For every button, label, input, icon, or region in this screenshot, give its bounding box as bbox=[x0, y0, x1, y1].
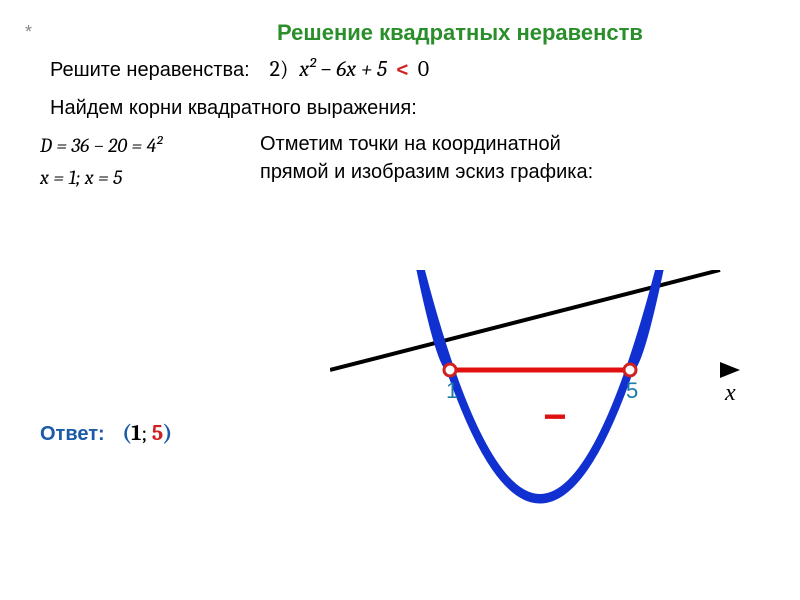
less-than-sign: < bbox=[396, 56, 409, 82]
x-axis-label: x bbox=[724, 380, 736, 406]
root-circle-5 bbox=[624, 364, 636, 376]
root-circle-1 bbox=[444, 364, 456, 376]
answer-label: Ответ: bbox=[40, 423, 105, 445]
parabola-graph: 1 5 x − bbox=[330, 270, 750, 550]
root-label-1: 1 bbox=[446, 378, 458, 403]
paren-open: ( bbox=[122, 420, 131, 446]
roots: x = 1; x = 5 bbox=[40, 162, 240, 194]
minus-sign: − bbox=[543, 395, 566, 439]
discriminant: D = 36 − 20 = 4² bbox=[40, 130, 240, 162]
note-line1: Отметим точки на координатной bbox=[260, 130, 593, 158]
mid-row: D = 36 − 20 = 4² x = 1; x = 5 Отметим то… bbox=[30, 130, 770, 194]
problem-row: Решите неравенства: 2) x² − 6x + 5 < 0 bbox=[50, 56, 770, 82]
paren-close: ) bbox=[163, 420, 172, 446]
note-text: Отметим точки на координатной прямой и и… bbox=[260, 130, 593, 186]
x-axis bbox=[330, 270, 720, 370]
answer-num-5: 5 bbox=[152, 420, 163, 446]
answer-sep: ; bbox=[141, 420, 151, 446]
root-label-5: 5 bbox=[626, 378, 638, 403]
asterisk: * bbox=[25, 22, 32, 43]
inequality: 2) x² − 6x + 5 < 0 bbox=[270, 56, 429, 82]
problem-label: Решите неравенства: bbox=[50, 59, 250, 82]
inequality-lhs: x² − 6x + 5 bbox=[299, 56, 387, 82]
find-roots-text: Найдем корни квадратного выражения: bbox=[50, 97, 770, 120]
page-title: Решение квадратных неравенств bbox=[150, 20, 770, 46]
note-line2: прямой и изобразим эскиз графика: bbox=[260, 158, 593, 186]
calculation-block: D = 36 − 20 = 4² x = 1; x = 5 bbox=[40, 130, 240, 194]
inequality-rhs: 0 bbox=[418, 56, 429, 82]
answer-row: Ответ: (1; 5) bbox=[40, 420, 172, 446]
answer-value: (1; 5) bbox=[122, 420, 172, 446]
problem-number: 2) bbox=[270, 56, 289, 82]
answer-num-1: 1 bbox=[131, 420, 141, 446]
x-axis-arrow bbox=[720, 362, 740, 378]
